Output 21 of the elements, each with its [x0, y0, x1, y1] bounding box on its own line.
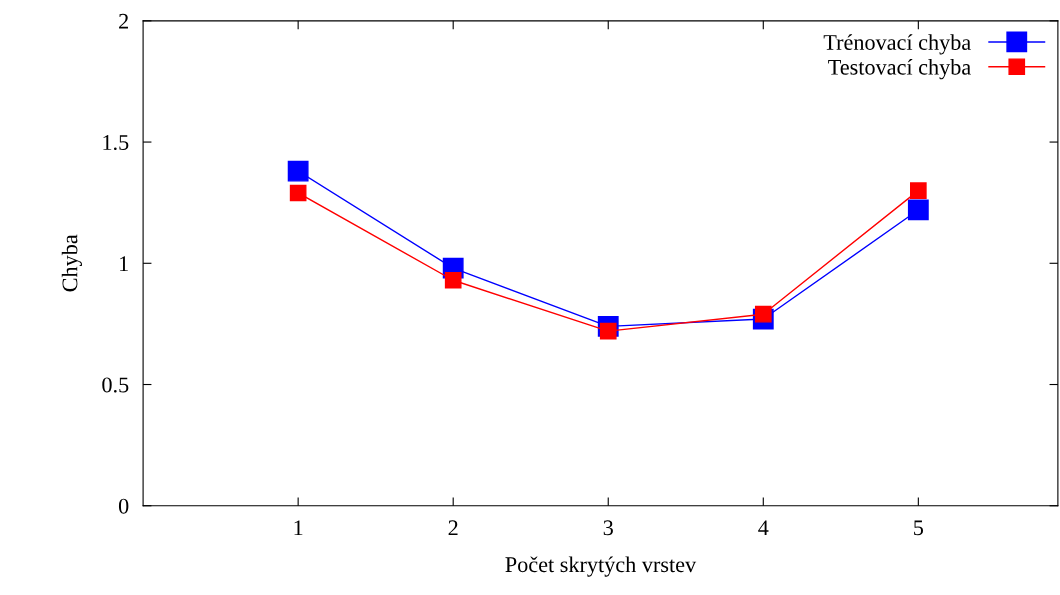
point	[754, 305, 772, 323]
point	[289, 184, 307, 202]
x-axis-title: Počet skrytých vrstev	[505, 556, 697, 577]
point	[444, 271, 462, 289]
point	[910, 182, 927, 199]
y-tick-label: 0	[118, 498, 129, 514]
x-tick-label: 4	[758, 520, 769, 536]
y-tick-label: 1.5	[103, 135, 129, 151]
x-tick-label: 5	[914, 520, 924, 536]
x-tick-label: 3	[603, 520, 613, 536]
x-tick-label: 1	[294, 520, 303, 536]
point	[599, 322, 617, 340]
legend-label: Testovací chyba	[828, 59, 971, 80]
y-tick-label: 1	[120, 256, 128, 271]
x-tick-label: 2	[448, 520, 458, 536]
y-axis-title: Chyba	[61, 234, 82, 292]
legend-label: Trénovací chyba	[823, 34, 971, 55]
y-tick-label: 0.5	[102, 377, 129, 393]
point	[907, 199, 929, 221]
y-tick-label: 2	[119, 13, 128, 29]
point	[287, 160, 309, 182]
